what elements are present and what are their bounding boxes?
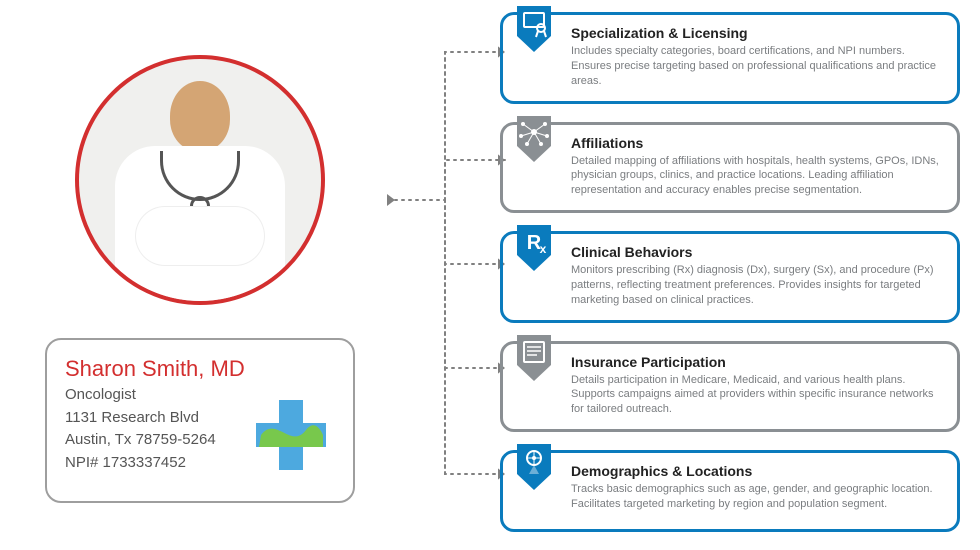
card-clinical-behaviors: R x Clinical Behaviors Monitors prescrib… (500, 231, 960, 323)
rx-icon: R x (513, 228, 555, 270)
svg-text:x: x (540, 242, 547, 256)
connector-lines (355, 0, 515, 537)
card-description: Includes specialty categories, board cer… (571, 44, 943, 89)
location-icon (513, 447, 555, 489)
card-demographics-locations: Demographics & Locations Tracks basic de… (500, 450, 960, 532)
card-insurance-participation: Insurance Participation Details particip… (500, 341, 960, 433)
card-title: Clinical Behaviors (571, 244, 943, 260)
card-specialization-licensing: Specialization & Licensing Includes spec… (500, 12, 960, 104)
certificate-icon (513, 9, 555, 51)
profile-card: Sharon Smith, MD Oncologist 1131 Researc… (45, 338, 355, 503)
doctor-illustration (100, 71, 300, 301)
card-title: Demographics & Locations (571, 463, 943, 479)
document-icon (513, 338, 555, 380)
card-description: Details participation in Medicare, Medic… (571, 373, 943, 418)
card-description: Monitors prescribing (Rx) diagnosis (Dx)… (571, 263, 943, 308)
card-title: Affiliations (571, 135, 943, 151)
profile-name: Sharon Smith, MD (65, 356, 335, 382)
profile-photo (75, 55, 325, 305)
attribute-cards: Specialization & Licensing Includes spec… (500, 12, 965, 550)
card-description: Detailed mapping of affiliations with ho… (571, 154, 943, 199)
medical-cross-logo (251, 395, 331, 475)
card-affiliations: Affiliations Detailed mapping of affilia… (500, 122, 960, 214)
card-title: Specialization & Licensing (571, 25, 943, 41)
card-title: Insurance Participation (571, 354, 943, 370)
card-description: Tracks basic demographics such as age, g… (571, 482, 943, 512)
network-icon (513, 119, 555, 161)
